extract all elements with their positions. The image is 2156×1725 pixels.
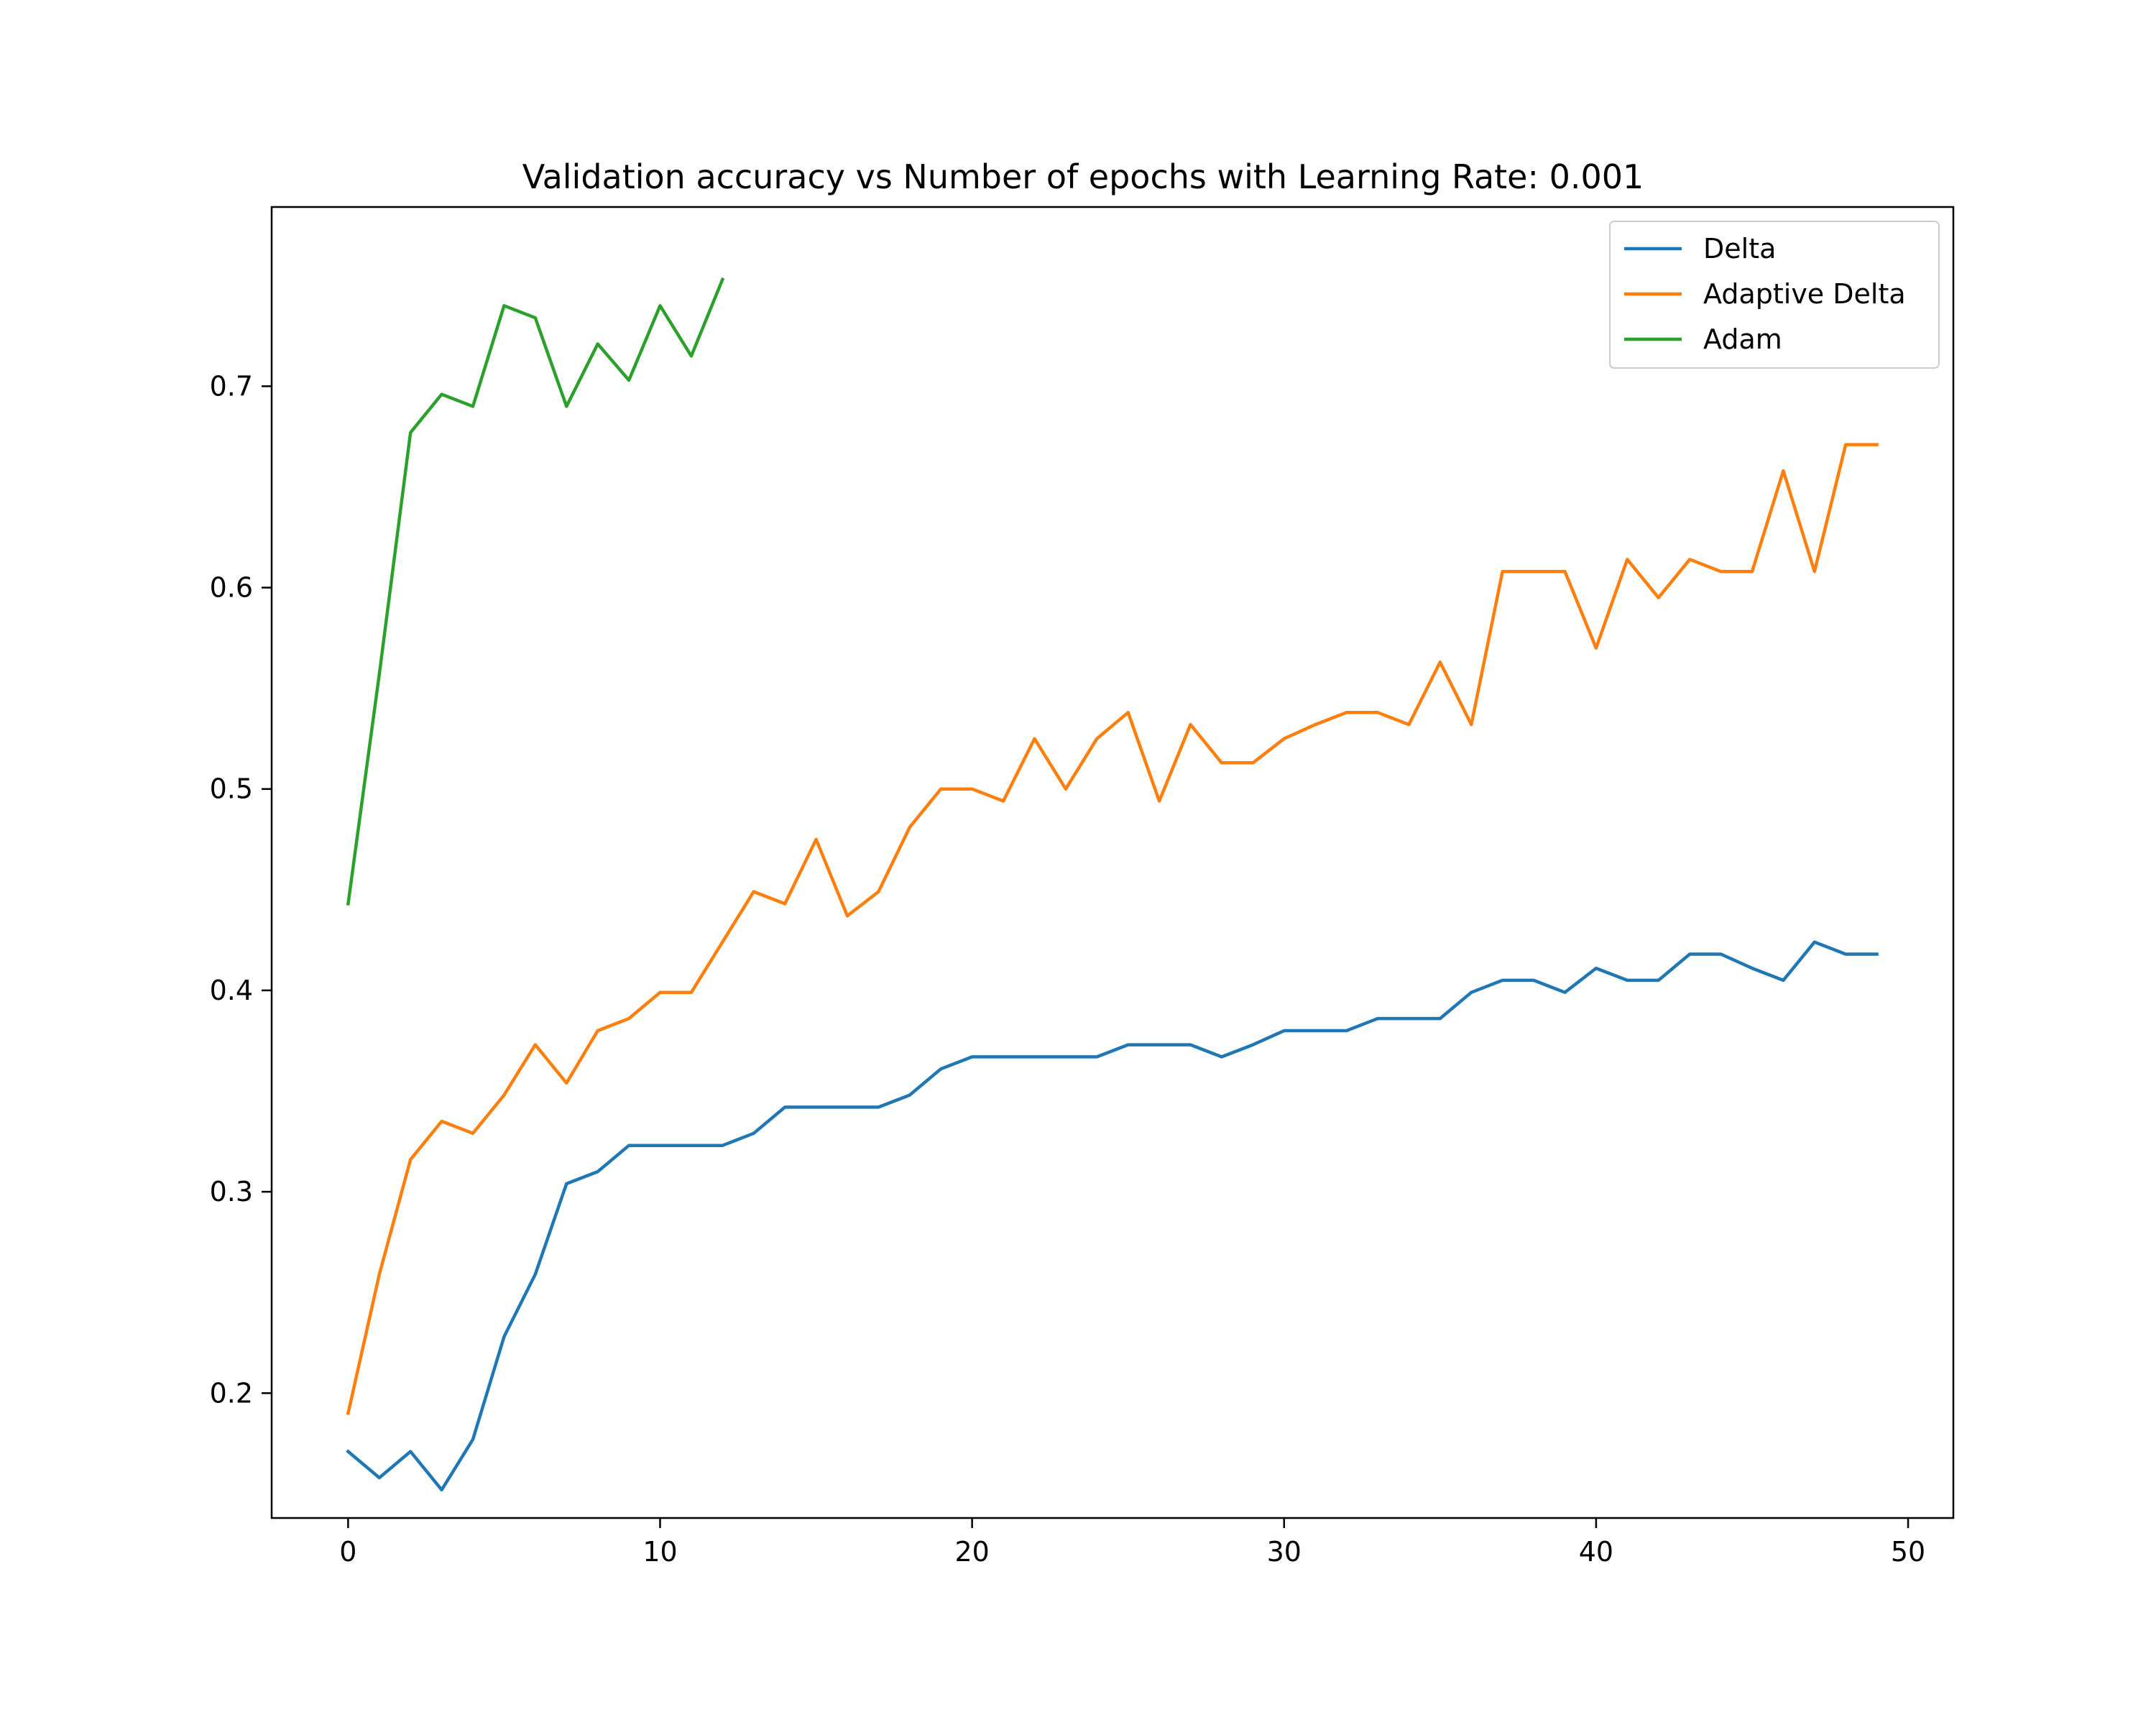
y-tick-label: 0.5 — [210, 773, 253, 805]
y-tick-label: 0.6 — [210, 572, 253, 604]
legend: Delta Adaptive Delta Adam — [1609, 221, 1940, 369]
x-tick-label: 0 — [339, 1536, 356, 1568]
x-tick-label: 30 — [1267, 1536, 1302, 1568]
series-line-adam — [346, 277, 725, 906]
x-axis: 0 10 20 30 40 50 — [339, 1518, 1925, 1568]
x-tick-label: 40 — [1579, 1536, 1613, 1568]
series-line-delta — [346, 940, 1879, 1492]
y-tick-label: 0.2 — [210, 1377, 253, 1409]
y-tick-label: 0.7 — [210, 370, 253, 402]
chart-title: Validation accuracy vs Number of epochs … — [522, 157, 1644, 196]
y-axis: 0.2 0.3 0.4 0.5 0.6 0.7 — [210, 370, 272, 1409]
legend-label-adaptive-delta: Adaptive Delta — [1703, 278, 1906, 310]
y-tick-label: 0.4 — [210, 975, 253, 1006]
series-line-adaptive-delta — [346, 443, 1879, 1415]
legend-label-adam: Adam — [1703, 323, 1782, 355]
legend-box — [1609, 221, 1940, 369]
legend-label-delta: Delta — [1703, 233, 1776, 264]
x-tick-label: 20 — [954, 1536, 989, 1568]
x-tick-label: 10 — [642, 1536, 677, 1568]
plot-area-frame — [270, 206, 1955, 1519]
x-tick-label: 50 — [1891, 1536, 1925, 1568]
y-tick-label: 0.3 — [210, 1176, 253, 1208]
series-lines — [346, 277, 1879, 1492]
